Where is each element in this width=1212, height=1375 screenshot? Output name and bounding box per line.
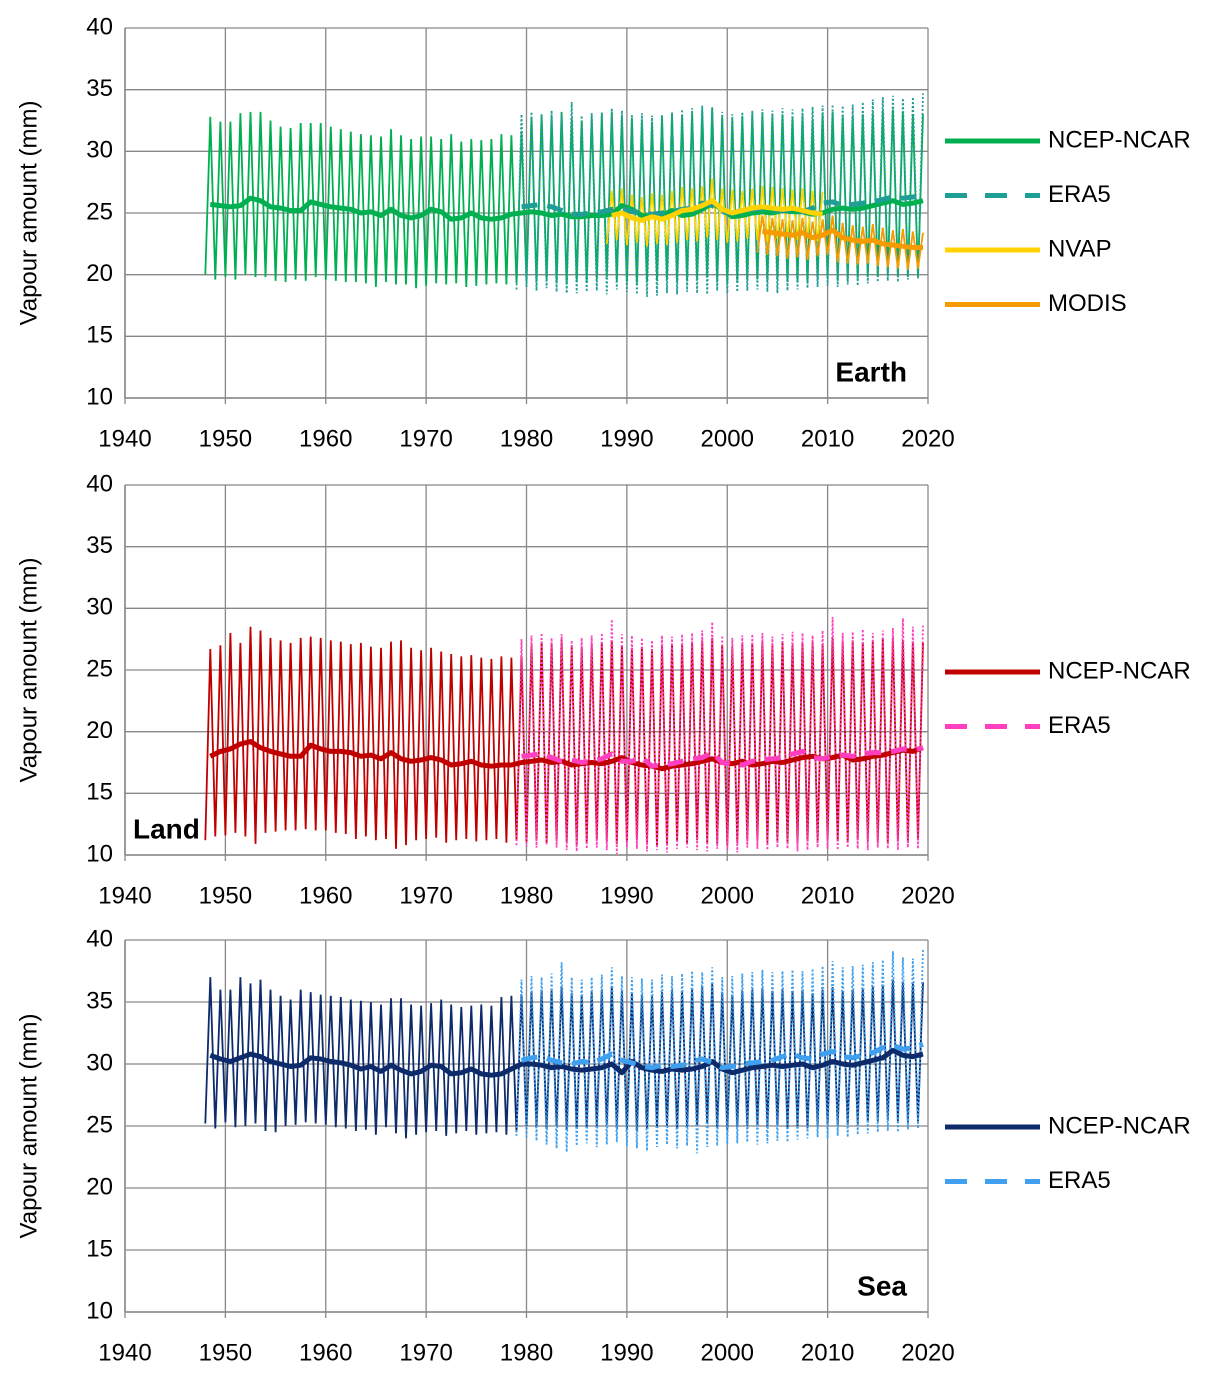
x-tick-label: 1990: [600, 1339, 653, 1366]
x-tick-label: 1960: [299, 425, 352, 452]
legend-label: ERA5: [1048, 1167, 1111, 1194]
x-tick-label: 1960: [299, 882, 352, 909]
legend-label: MODIS: [1048, 290, 1127, 317]
seasonal-line: [204, 108, 924, 289]
y-tick-label: 25: [86, 1111, 113, 1138]
y-tick-label: 10: [86, 840, 113, 867]
legend-label: ERA5: [1048, 712, 1111, 739]
x-tick-label: 1970: [399, 425, 452, 452]
legend-label: NCEP-NCAR: [1048, 1112, 1191, 1139]
x-tick-label: 1940: [98, 1339, 151, 1366]
x-tick-label: 1980: [500, 425, 553, 452]
x-tick-label: 1970: [399, 1339, 452, 1366]
smoothed-line: [521, 193, 924, 217]
x-tick-label: 1960: [299, 1339, 352, 1366]
y-tick-label: 20: [86, 1173, 113, 1200]
y-tick-label: 35: [86, 532, 113, 559]
y-tick-label: 10: [86, 383, 113, 410]
y-axis-title: Vapour amount (mm): [15, 1014, 42, 1239]
x-tick-label: 1950: [199, 425, 252, 452]
y-tick-label: 15: [86, 779, 113, 806]
y-tick-label: 35: [86, 75, 113, 102]
legend-label: ERA5: [1048, 181, 1111, 208]
x-tick-label: 1950: [199, 882, 252, 909]
x-tick-label: 1990: [600, 882, 653, 909]
legend-label: NVAP: [1048, 235, 1112, 262]
x-tick-label: 1940: [98, 425, 151, 452]
x-tick-label: 1990: [600, 425, 653, 452]
x-tick-label: 2020: [901, 882, 954, 909]
smoothed-line: [521, 745, 924, 769]
x-tick-label: 1950: [199, 1339, 252, 1366]
seasonal-line: [515, 93, 924, 297]
panel-label: Land: [133, 813, 200, 844]
y-tick-label: 40: [86, 470, 113, 497]
seasonal-line: [605, 178, 824, 247]
x-tick-label: 1980: [500, 1339, 553, 1366]
smoothed-line: [209, 1047, 924, 1078]
x-tick-label: 1980: [500, 882, 553, 909]
y-axis-title: Vapour amount (mm): [15, 558, 42, 783]
seasonal-line: [204, 977, 924, 1139]
panel: 10 15 20 25 30 35 40 1940 1950 1960 1970 1980 1990 20…: [15, 470, 1190, 909]
smoothed-line: [762, 227, 923, 250]
y-tick-label: 10: [86, 1297, 113, 1324]
y-tick-label: 15: [86, 322, 113, 349]
y-tick-label: 15: [86, 1235, 113, 1262]
seasonal-line: [756, 215, 924, 270]
x-tick-label: 1970: [399, 882, 452, 909]
panel: 10 15 20 25 30 35 40 1940 1950 1960 1970 1980 1990 20…: [15, 13, 1190, 452]
y-tick-label: 30: [86, 594, 113, 621]
x-tick-label: 2000: [701, 425, 754, 452]
legend-label: NCEP-NCAR: [1048, 657, 1191, 684]
x-tick-label: 2000: [701, 1339, 754, 1366]
x-tick-label: 2010: [801, 425, 854, 452]
x-tick-label: 2020: [901, 425, 954, 452]
x-tick-label: 2000: [701, 882, 754, 909]
panel-label: Earth: [835, 356, 907, 387]
smoothed-line: [611, 198, 823, 223]
x-tick-label: 2010: [801, 1339, 854, 1366]
y-tick-label: 20: [86, 717, 113, 744]
panel: 10 15 20 25 30 35 40 1940 1950 1960 1970 1980 1990 20…: [15, 925, 1190, 1366]
y-tick-label: 40: [86, 925, 113, 952]
legend-label: NCEP-NCAR: [1048, 126, 1191, 153]
y-tick-label: 30: [86, 137, 113, 164]
x-tick-label: 2020: [901, 1339, 954, 1366]
y-tick-label: 25: [86, 655, 113, 682]
y-axis-title: Vapour amount (mm): [15, 101, 42, 326]
y-tick-label: 30: [86, 1049, 113, 1076]
y-tick-label: 35: [86, 987, 113, 1014]
y-tick-label: 20: [86, 260, 113, 287]
y-tick-label: 25: [86, 198, 113, 225]
smoothed-line: [520, 1041, 924, 1071]
seasonal-line: [515, 616, 924, 854]
smoothed-line: [209, 739, 924, 772]
x-tick-label: 1940: [98, 882, 151, 909]
x-tick-label: 2010: [801, 882, 854, 909]
y-tick-label: 40: [86, 13, 113, 40]
panel-label: Sea: [857, 1270, 907, 1301]
